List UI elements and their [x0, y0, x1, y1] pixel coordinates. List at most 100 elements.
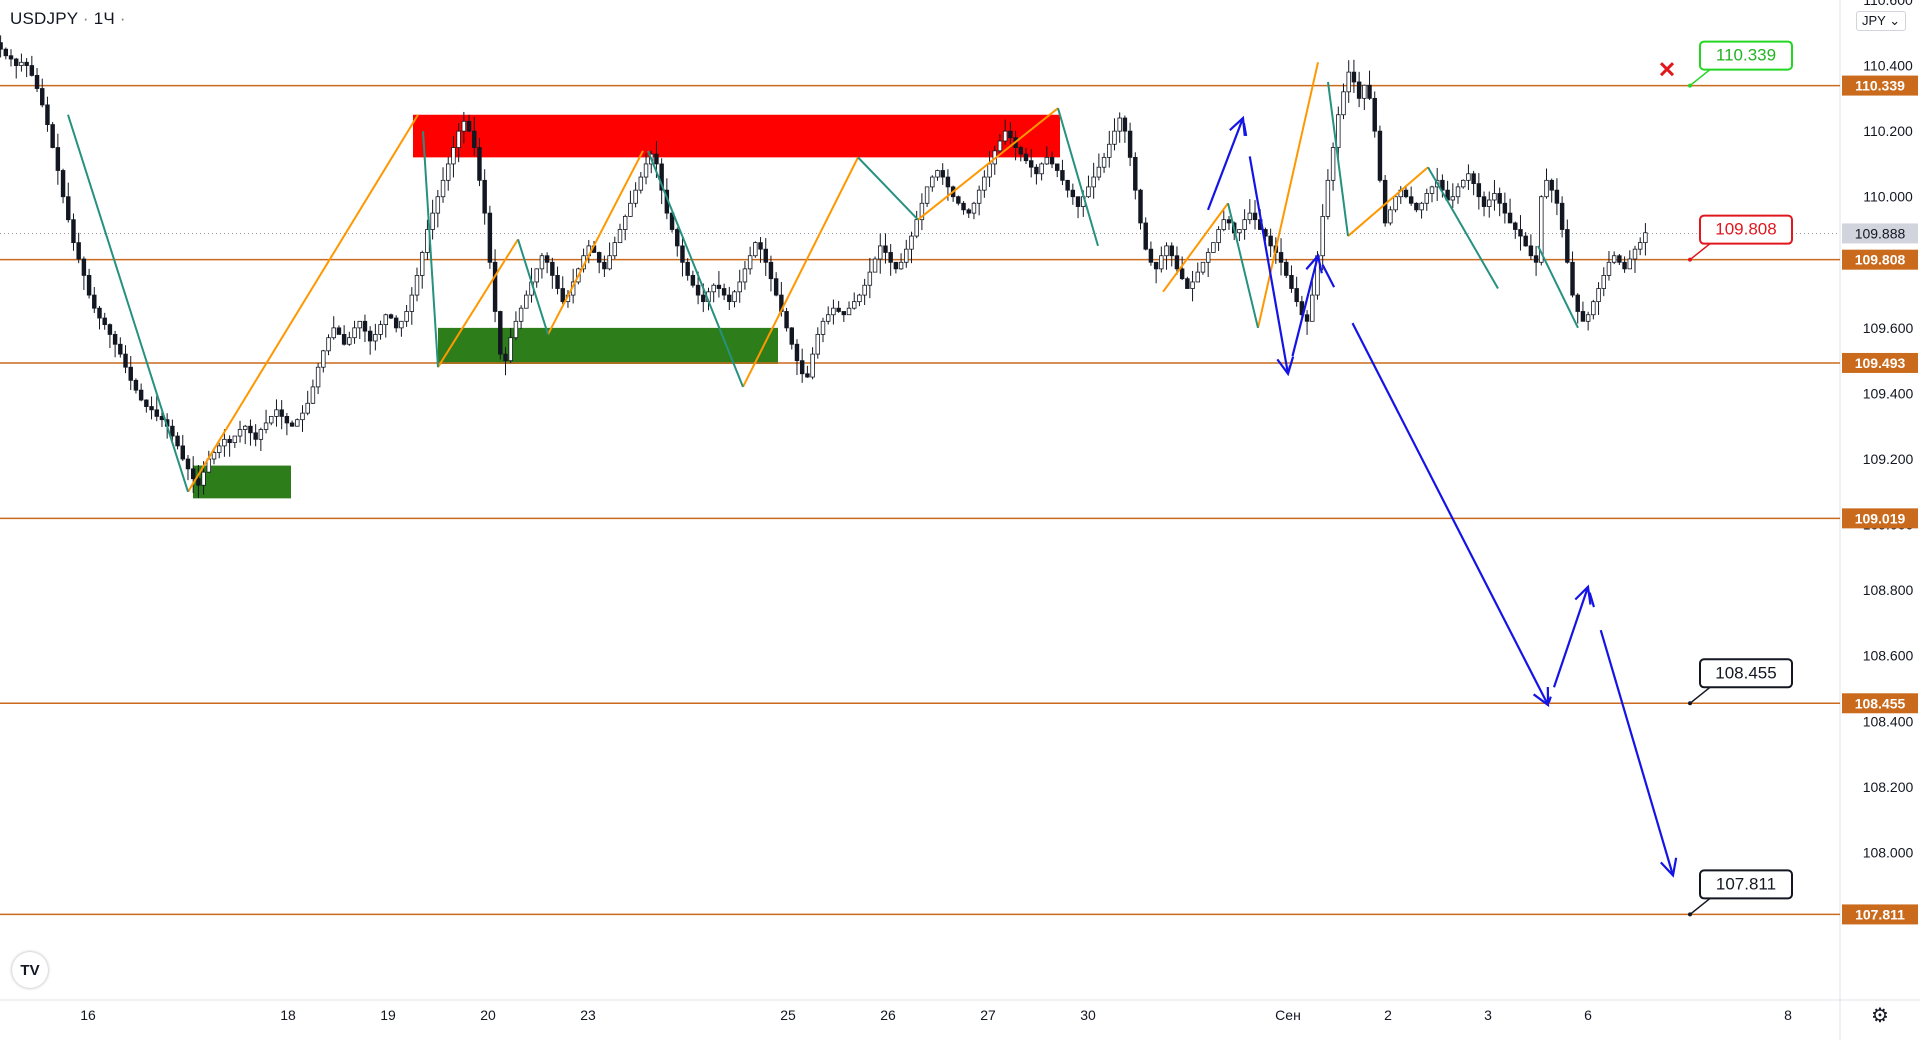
candle-body	[1127, 130, 1133, 158]
candle-body	[300, 412, 305, 421]
candle-body	[1601, 275, 1606, 289]
candle-body	[133, 379, 139, 391]
candle-body	[773, 278, 779, 296]
time-tick-label: 30	[1080, 1007, 1096, 1023]
candle-body	[612, 242, 618, 257]
candle-body	[383, 314, 388, 325]
candle-body	[357, 320, 362, 329]
candle-body	[1611, 255, 1617, 263]
candle-body	[1565, 229, 1570, 263]
candle-body	[216, 445, 222, 453]
candle-body	[149, 406, 154, 411]
candle-body	[888, 252, 893, 263]
candle-body	[1554, 189, 1560, 204]
candle-body	[638, 176, 644, 191]
candle-body	[654, 153, 659, 165]
candle-body	[279, 409, 284, 417]
candle-body	[1138, 189, 1143, 224]
price-tick-label: 110.400	[1863, 58, 1913, 74]
candle-body	[1034, 166, 1039, 175]
candle-body	[841, 311, 847, 316]
candle-body	[555, 275, 560, 289]
forecast-arrowhead	[1532, 687, 1550, 708]
candle-body	[1533, 255, 1539, 263]
candle-body	[284, 415, 290, 424]
candle-body	[1091, 176, 1096, 188]
candle-body	[1070, 189, 1076, 198]
candle-body	[1336, 114, 1341, 148]
candle-body	[435, 196, 441, 214]
interval-label: 1Ч	[93, 9, 115, 28]
candles-layer	[0, 35, 1648, 498]
candle-body	[1055, 163, 1060, 171]
zigzag-down-segment	[647, 150, 744, 388]
price-tick-label: 108.800	[1863, 582, 1914, 598]
time-tick-label: 27	[980, 1007, 996, 1023]
zigzag-down-segment	[67, 114, 189, 493]
candle-body	[1325, 179, 1331, 217]
candle-body	[419, 252, 425, 276]
candle-body	[1086, 186, 1091, 198]
callout-pointer	[1689, 243, 1711, 261]
price-axis[interactable]: 110.600110.400110.200110.000109.800109.6…	[1842, 0, 1918, 925]
candle-body	[1226, 219, 1232, 224]
candle-body	[1377, 130, 1383, 181]
header-menu[interactable]: ·	[119, 9, 126, 28]
candle-body	[883, 245, 888, 253]
time-axis[interactable]: 16 18 19 20 23 25 26 27 30 Сен 2 3 6 8	[80, 1007, 1792, 1023]
candle-body	[1320, 215, 1325, 257]
level-price-badge	[1842, 693, 1918, 714]
price-tick-label: 110.600	[1863, 0, 1913, 8]
forecast-segment	[1351, 322, 1549, 706]
candle-body	[1549, 179, 1554, 191]
candle-body	[1122, 117, 1128, 132]
candle-body	[138, 389, 144, 401]
price-tick-label: 109.200	[1863, 451, 1914, 467]
candle-body	[1148, 248, 1154, 263]
candle-body	[825, 314, 831, 322]
candle-body	[550, 261, 555, 276]
candle-body	[810, 353, 815, 378]
candle-body	[701, 294, 706, 303]
candle-body	[1502, 202, 1508, 214]
candle-body	[1408, 196, 1414, 204]
candle-body	[66, 196, 71, 221]
candle-body	[711, 284, 716, 293]
candle-body	[898, 261, 904, 270]
levels-layer	[0, 84, 1840, 916]
candle-body	[607, 255, 612, 270]
candle-body	[732, 291, 737, 303]
candle-body	[805, 373, 810, 378]
zigzag-up-segment	[1162, 202, 1229, 293]
candle-body	[1622, 261, 1627, 270]
callout-pointer	[1689, 686, 1711, 704]
candle-body	[378, 324, 383, 335]
candle-body	[45, 104, 50, 125]
candle-body	[1049, 156, 1055, 165]
tradingview-logo[interactable]: TV	[12, 952, 48, 988]
currency-selector[interactable]: JPY ⌄	[1856, 11, 1907, 31]
candle-body	[1559, 202, 1565, 230]
settings-gear-icon[interactable]: ⚙	[1871, 1005, 1889, 1027]
zigzag-down-segment	[1227, 203, 1259, 329]
symbol-header[interactable]: USDJPY · 1Ч ·	[10, 9, 126, 29]
zigzag-up-segment	[437, 238, 519, 368]
callout-pointer	[1689, 897, 1711, 916]
price-tick-label: 110.000	[1863, 189, 1913, 205]
candle-body	[107, 324, 113, 335]
time-tick-label: 16	[80, 1007, 96, 1023]
candle-body	[34, 75, 40, 89]
zigzag-up-segment	[187, 114, 419, 493]
candle-body	[310, 386, 316, 404]
candle-body	[1185, 278, 1190, 289]
candle-body	[347, 337, 352, 345]
candle-body	[1492, 193, 1497, 201]
candle-body	[867, 271, 873, 286]
candle-body	[1101, 156, 1107, 168]
zigzag-down-segment	[857, 156, 919, 221]
callout-box	[1699, 40, 1793, 71]
candle-body	[1153, 261, 1159, 270]
